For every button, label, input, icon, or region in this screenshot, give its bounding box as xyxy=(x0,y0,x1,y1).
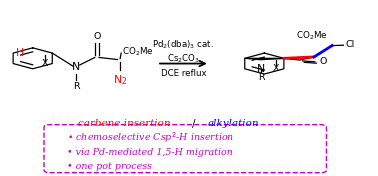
Text: Cs$_2$CO$_3$: Cs$_2$CO$_3$ xyxy=(167,53,200,65)
Text: • via Pd-mediated 1,5-H migration: • via Pd-mediated 1,5-H migration xyxy=(67,148,232,157)
Text: CO$_2$Me: CO$_2$Me xyxy=(296,30,328,42)
Text: CO$_2$Me: CO$_2$Me xyxy=(122,46,154,58)
Text: N: N xyxy=(72,62,80,72)
Text: Cl: Cl xyxy=(345,40,355,49)
Text: /: / xyxy=(192,119,195,129)
Text: X: X xyxy=(41,59,48,68)
Text: carbene insertion: carbene insertion xyxy=(77,119,170,128)
Text: N$_2$: N$_2$ xyxy=(113,73,127,87)
Text: • one pot process: • one pot process xyxy=(67,162,152,171)
Text: X: X xyxy=(273,64,279,73)
Text: R: R xyxy=(258,73,265,82)
Text: O: O xyxy=(93,32,101,41)
Text: alkylation: alkylation xyxy=(208,119,259,128)
Text: Pd$_2$(dba)$_3$ cat.: Pd$_2$(dba)$_3$ cat. xyxy=(152,39,214,51)
Text: DCE reflux: DCE reflux xyxy=(161,69,206,78)
Text: O: O xyxy=(320,57,327,66)
Text: R: R xyxy=(73,82,79,91)
Text: • chemoselective Csp$^2$-H insertion: • chemoselective Csp$^2$-H insertion xyxy=(67,130,234,145)
Text: H: H xyxy=(16,48,25,58)
Text: N: N xyxy=(257,64,265,74)
